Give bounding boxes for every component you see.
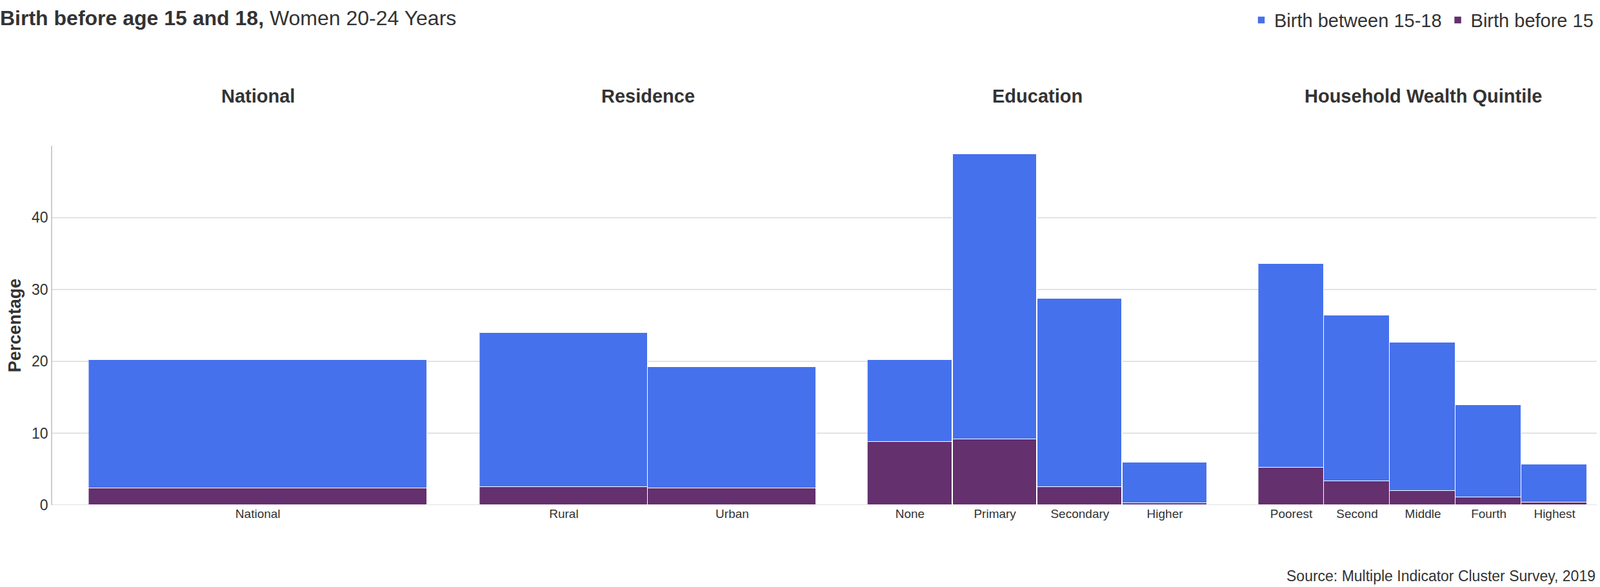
svg-text:Highest: Highest xyxy=(1533,507,1576,521)
svg-text:Household Wealth Quintile: Household Wealth Quintile xyxy=(1304,85,1542,107)
svg-text:Education: Education xyxy=(992,85,1083,107)
svg-text:Primary: Primary xyxy=(973,507,1017,521)
svg-text:20: 20 xyxy=(31,352,49,370)
svg-text:30: 30 xyxy=(31,281,49,299)
svg-text:0: 0 xyxy=(40,496,49,514)
svg-text:Residence: Residence xyxy=(601,85,695,107)
svg-text:40: 40 xyxy=(31,209,49,226)
svg-text:National: National xyxy=(221,85,295,107)
svg-text:Second: Second xyxy=(1336,507,1378,521)
svg-text:10: 10 xyxy=(31,425,49,442)
svg-text:Percentage: Percentage xyxy=(5,278,25,373)
svg-text:Birth between 15-18: Birth between 15-18 xyxy=(1274,10,1442,31)
svg-text:Fourth: Fourth xyxy=(1470,507,1507,521)
svg-text:Poorest: Poorest xyxy=(1270,507,1313,521)
svg-text:Urban: Urban xyxy=(715,507,750,521)
svg-text:Source: Multiple Indicator Clu: Source: Multiple Indicator Cluster Surve… xyxy=(1286,567,1596,585)
svg-text:Middle: Middle xyxy=(1405,507,1442,521)
svg-text:National: National xyxy=(235,507,281,521)
svg-text:Birth before 15: Birth before 15 xyxy=(1470,10,1594,31)
svg-text:Secondary: Secondary xyxy=(1050,507,1110,521)
svg-text:None: None xyxy=(895,507,925,521)
svg-text:Higher: Higher xyxy=(1147,507,1184,521)
svg-text:Rural: Rural xyxy=(549,507,579,521)
svg-text:Birth before age 15 and 18, Wo: Birth before age 15 and 18, Women 20-24 … xyxy=(0,6,457,30)
